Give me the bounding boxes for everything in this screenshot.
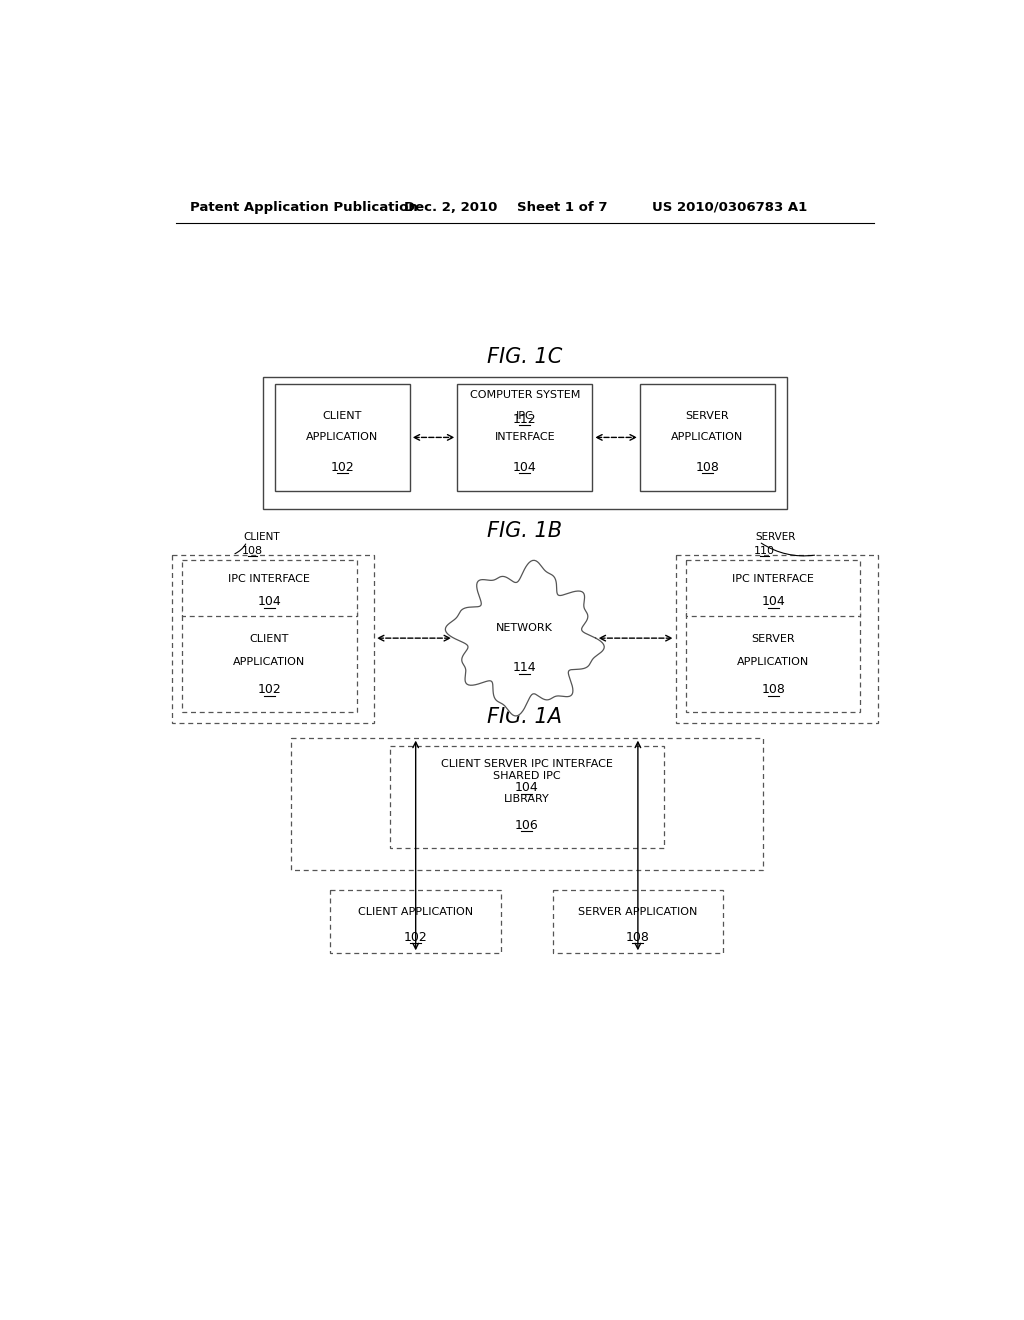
Text: 104: 104 — [513, 461, 537, 474]
Text: SERVER: SERVER — [685, 411, 729, 421]
Bar — [553, 890, 723, 953]
Text: APPLICATION: APPLICATION — [671, 433, 743, 442]
Text: Patent Application Publication: Patent Application Publication — [189, 201, 418, 214]
Text: IPC: IPC — [516, 411, 534, 421]
Bar — [291, 738, 763, 870]
Text: 110: 110 — [754, 545, 775, 556]
Text: US 2010/0306783 A1: US 2010/0306783 A1 — [652, 201, 807, 214]
Text: IPC INTERFACE: IPC INTERFACE — [732, 574, 814, 585]
Bar — [686, 611, 860, 713]
Text: CLIENT: CLIENT — [243, 532, 280, 541]
Bar — [390, 746, 664, 847]
Text: FIG. 1B: FIG. 1B — [487, 521, 562, 541]
Text: 104: 104 — [761, 595, 785, 609]
Text: SERVER: SERVER — [755, 532, 796, 541]
Text: FIG. 1A: FIG. 1A — [487, 708, 562, 727]
Bar — [676, 554, 878, 722]
Text: 114: 114 — [513, 661, 537, 675]
Text: NETWORK: NETWORK — [497, 623, 553, 634]
Bar — [458, 384, 592, 491]
Text: FIG. 1C: FIG. 1C — [487, 347, 562, 367]
Text: 106: 106 — [515, 818, 539, 832]
Text: APPLICATION: APPLICATION — [233, 656, 305, 667]
Bar — [263, 378, 786, 510]
Text: 108: 108 — [626, 931, 650, 944]
Text: Sheet 1 of 7: Sheet 1 of 7 — [517, 201, 607, 214]
Text: 104: 104 — [257, 595, 282, 609]
Text: COMPUTER SYSTEM: COMPUTER SYSTEM — [470, 391, 580, 400]
Text: SERVER APPLICATION: SERVER APPLICATION — [579, 907, 697, 917]
Bar — [182, 611, 356, 713]
Text: 102: 102 — [331, 461, 354, 474]
Text: APPLICATION: APPLICATION — [306, 433, 379, 442]
Text: 108: 108 — [761, 684, 785, 697]
Text: CLIENT: CLIENT — [250, 634, 289, 644]
Text: CLIENT SERVER IPC INTERFACE: CLIENT SERVER IPC INTERFACE — [441, 759, 612, 770]
Text: 108: 108 — [242, 545, 263, 556]
Bar — [640, 384, 775, 491]
Text: 104: 104 — [515, 781, 539, 795]
Polygon shape — [445, 561, 604, 715]
Bar — [182, 560, 356, 615]
Text: SHARED IPC: SHARED IPC — [493, 771, 560, 781]
Text: 102: 102 — [257, 684, 282, 697]
Text: CLIENT APPLICATION: CLIENT APPLICATION — [358, 907, 473, 917]
Text: 108: 108 — [695, 461, 719, 474]
Text: INTERFACE: INTERFACE — [495, 433, 555, 442]
Bar — [274, 384, 410, 491]
Text: 112: 112 — [513, 413, 537, 426]
Text: SERVER: SERVER — [752, 634, 795, 644]
Text: IPC INTERFACE: IPC INTERFACE — [228, 574, 310, 585]
Bar — [172, 554, 374, 722]
Text: 102: 102 — [403, 931, 428, 944]
Bar — [331, 890, 501, 953]
Text: Dec. 2, 2010: Dec. 2, 2010 — [404, 201, 498, 214]
Text: APPLICATION: APPLICATION — [737, 656, 809, 667]
Text: CLIENT: CLIENT — [323, 411, 361, 421]
Bar — [686, 560, 860, 615]
Text: LIBRARY: LIBRARY — [504, 793, 550, 804]
